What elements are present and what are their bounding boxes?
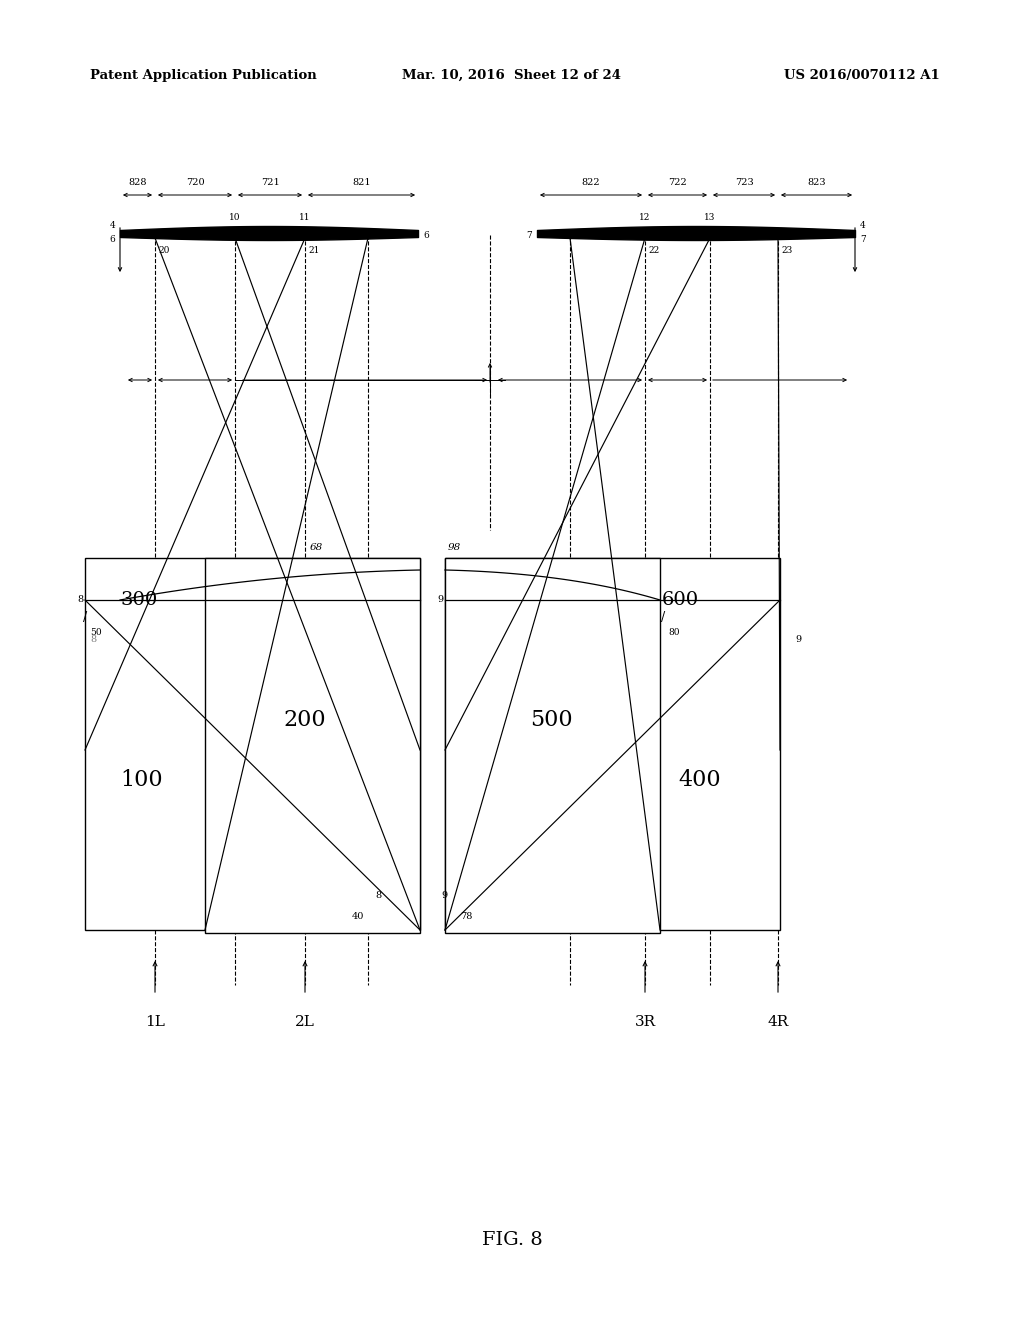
- Text: 9: 9: [437, 595, 443, 605]
- Text: 22: 22: [648, 246, 659, 255]
- Text: 8: 8: [90, 635, 96, 644]
- Text: 7: 7: [860, 235, 865, 244]
- Text: 21: 21: [308, 246, 319, 255]
- Text: 12: 12: [639, 213, 650, 222]
- Bar: [205, 558, 420, 933]
- Bar: [85, 558, 420, 931]
- Text: 13: 13: [705, 213, 716, 222]
- Text: 723: 723: [734, 178, 754, 187]
- Text: 10: 10: [229, 213, 241, 222]
- Bar: [445, 558, 660, 933]
- Text: 20: 20: [158, 246, 169, 255]
- Text: 23: 23: [781, 246, 793, 255]
- Text: 40: 40: [352, 912, 365, 921]
- Text: 828: 828: [128, 178, 146, 187]
- Bar: [445, 558, 780, 931]
- Text: 8: 8: [77, 595, 83, 605]
- Text: 300: 300: [120, 591, 158, 609]
- Text: 500: 500: [530, 709, 572, 731]
- Text: 600: 600: [662, 591, 698, 609]
- Text: 11: 11: [299, 213, 310, 222]
- Text: 8: 8: [375, 891, 381, 899]
- Text: 821: 821: [352, 178, 371, 187]
- Text: /: /: [660, 611, 665, 624]
- Text: 6: 6: [423, 231, 429, 239]
- Text: 78: 78: [460, 912, 472, 921]
- Text: /: /: [83, 611, 87, 624]
- Text: 4: 4: [110, 222, 115, 231]
- Text: 1L: 1L: [145, 1015, 165, 1030]
- Text: 50: 50: [90, 628, 101, 638]
- Text: 4: 4: [860, 222, 865, 231]
- Text: 6: 6: [110, 235, 115, 244]
- Text: Patent Application Publication: Patent Application Publication: [90, 69, 316, 82]
- Text: US 2016/0070112 A1: US 2016/0070112 A1: [784, 69, 940, 82]
- Text: Mar. 10, 2016  Sheet 12 of 24: Mar. 10, 2016 Sheet 12 of 24: [402, 69, 622, 82]
- Text: 823: 823: [807, 178, 825, 187]
- Text: 9: 9: [795, 635, 801, 644]
- Text: 7: 7: [526, 231, 532, 239]
- Text: 9: 9: [442, 891, 449, 899]
- Text: 400: 400: [679, 770, 721, 791]
- Text: 722: 722: [668, 178, 687, 187]
- Text: 4R: 4R: [767, 1015, 788, 1030]
- Text: 721: 721: [261, 178, 280, 187]
- Text: 100: 100: [120, 770, 163, 791]
- Text: 68: 68: [310, 543, 324, 552]
- Text: 720: 720: [185, 178, 205, 187]
- Text: 2L: 2L: [295, 1015, 315, 1030]
- Text: 3R: 3R: [635, 1015, 655, 1030]
- Text: 200: 200: [284, 709, 327, 731]
- Text: 80: 80: [668, 628, 680, 638]
- Text: 822: 822: [582, 178, 600, 187]
- Text: 98: 98: [449, 543, 461, 552]
- Text: FIG. 8: FIG. 8: [481, 1232, 543, 1249]
